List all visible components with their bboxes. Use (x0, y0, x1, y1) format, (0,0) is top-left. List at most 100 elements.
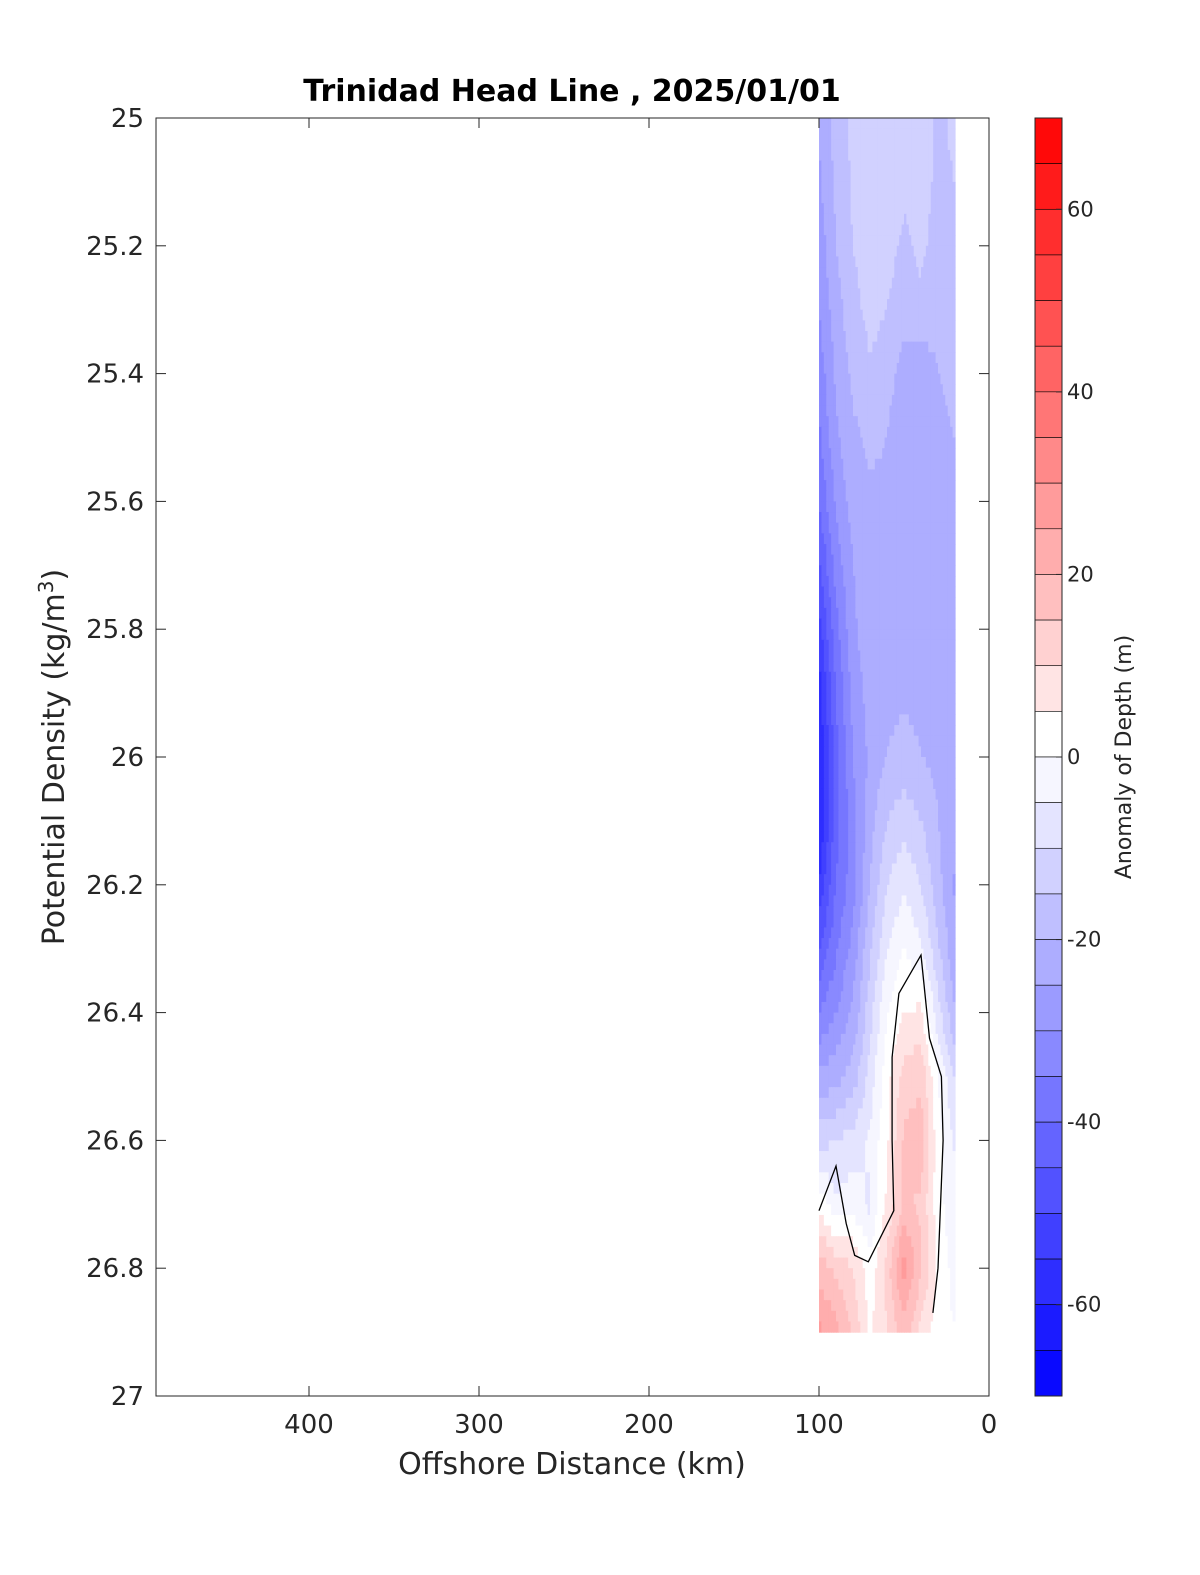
heatmap-cell (906, 213, 910, 226)
heatmap-cell (901, 970, 905, 982)
heatmap-cell (853, 714, 857, 726)
heatmap-cell (940, 629, 944, 641)
heatmap-cell (857, 469, 861, 481)
heatmap-cell (894, 448, 898, 460)
heatmap-cell (921, 757, 925, 769)
heatmap-cell (826, 884, 830, 897)
heatmap-cell (845, 118, 849, 130)
heatmap-cell (942, 597, 946, 609)
heatmap-cell (879, 895, 883, 907)
heatmap-cell (855, 224, 859, 236)
heatmap-cell (843, 448, 847, 460)
heatmap-cell (928, 650, 932, 662)
heatmap-cell (870, 469, 874, 481)
heatmap-cell (884, 235, 888, 247)
heatmap-cell (838, 118, 842, 130)
heatmap-cell (906, 235, 910, 247)
heatmap-cell (933, 1044, 937, 1056)
heatmap-cell (942, 767, 946, 779)
heatmap-cell (882, 980, 886, 992)
heatmap-cell (904, 490, 908, 502)
heatmap-cell (845, 405, 849, 417)
heatmap-cell (884, 842, 888, 854)
heatmap-cell (877, 416, 881, 428)
heatmap-cell (896, 970, 900, 982)
heatmap-cell (923, 554, 927, 566)
heatmap-cell (950, 671, 954, 684)
heatmap-cell (862, 469, 866, 481)
heatmap-cell (894, 778, 898, 790)
heatmap-cell (843, 906, 847, 918)
heatmap-cell (855, 1012, 859, 1024)
heatmap-cell (843, 778, 847, 790)
heatmap-cell (884, 991, 888, 1003)
heatmap-cell (945, 778, 949, 790)
heatmap-cell (840, 203, 844, 215)
heatmap-cell (845, 256, 849, 268)
heatmap-cell (874, 501, 878, 513)
heatmap-cell (952, 1055, 956, 1067)
heatmap-cell (947, 895, 951, 907)
heatmap-cell (899, 1001, 903, 1014)
heatmap-cell (891, 437, 895, 449)
heatmap-cell (862, 650, 866, 662)
heatmap-cell (947, 544, 951, 556)
heatmap-cell (930, 118, 934, 130)
heatmap-cell (860, 394, 864, 407)
heatmap-cell (950, 501, 954, 513)
heatmap-cell (911, 916, 915, 928)
heatmap-cell (904, 991, 908, 1003)
heatmap-cell (906, 331, 910, 343)
heatmap-cell (911, 778, 915, 790)
heatmap-cell (865, 874, 869, 886)
heatmap-cell (906, 544, 910, 556)
heatmap-cell (884, 139, 888, 151)
heatmap-cell (855, 160, 859, 172)
heatmap-cell (860, 948, 864, 960)
heatmap-cell (828, 501, 832, 513)
heatmap-cell (850, 245, 854, 258)
heatmap-cell (882, 618, 886, 630)
heatmap-cell (938, 149, 942, 162)
heatmap-cell (940, 970, 944, 982)
heatmap-cell (942, 437, 946, 449)
heatmap-cell (870, 277, 874, 289)
heatmap-cell (838, 171, 842, 183)
heatmap-cell (850, 352, 854, 364)
heatmap-cell (933, 235, 937, 247)
heatmap-cell (845, 299, 849, 311)
heatmap-cell (947, 288, 951, 300)
heatmap-cell (887, 512, 891, 524)
heatmap-cell (940, 256, 944, 268)
heatmap-cell (952, 522, 956, 534)
heatmap-cell (838, 725, 842, 737)
heatmap-cell (845, 171, 849, 183)
heatmap-cell (942, 160, 946, 172)
heatmap-cell (872, 522, 876, 534)
heatmap-cell (894, 128, 898, 140)
heatmap-cell (894, 288, 898, 300)
heatmap-cell (845, 458, 849, 471)
heatmap-cell (940, 703, 944, 715)
heatmap-cell (874, 671, 878, 684)
heatmap-cell (874, 778, 878, 790)
heatmap-cell (860, 288, 864, 300)
heatmap-cell (918, 693, 922, 705)
heatmap-cell (889, 788, 893, 801)
heatmap-cell (840, 842, 844, 854)
heatmap-cell (950, 597, 954, 609)
heatmap-cell (843, 490, 847, 502)
heatmap-cell (857, 139, 861, 151)
heatmap-cell (884, 671, 888, 684)
heatmap-cell (901, 586, 905, 598)
heatmap-cell (921, 618, 925, 630)
heatmap-cell (901, 948, 905, 960)
heatmap-cell (916, 671, 920, 684)
heatmap-cell (887, 607, 891, 620)
heatmap-cell (896, 522, 900, 534)
heatmap-cell (823, 895, 827, 907)
heatmap-cell (904, 618, 908, 630)
heatmap-cell (879, 565, 883, 577)
heatmap-cell (940, 277, 944, 289)
heatmap-cell (952, 693, 956, 705)
